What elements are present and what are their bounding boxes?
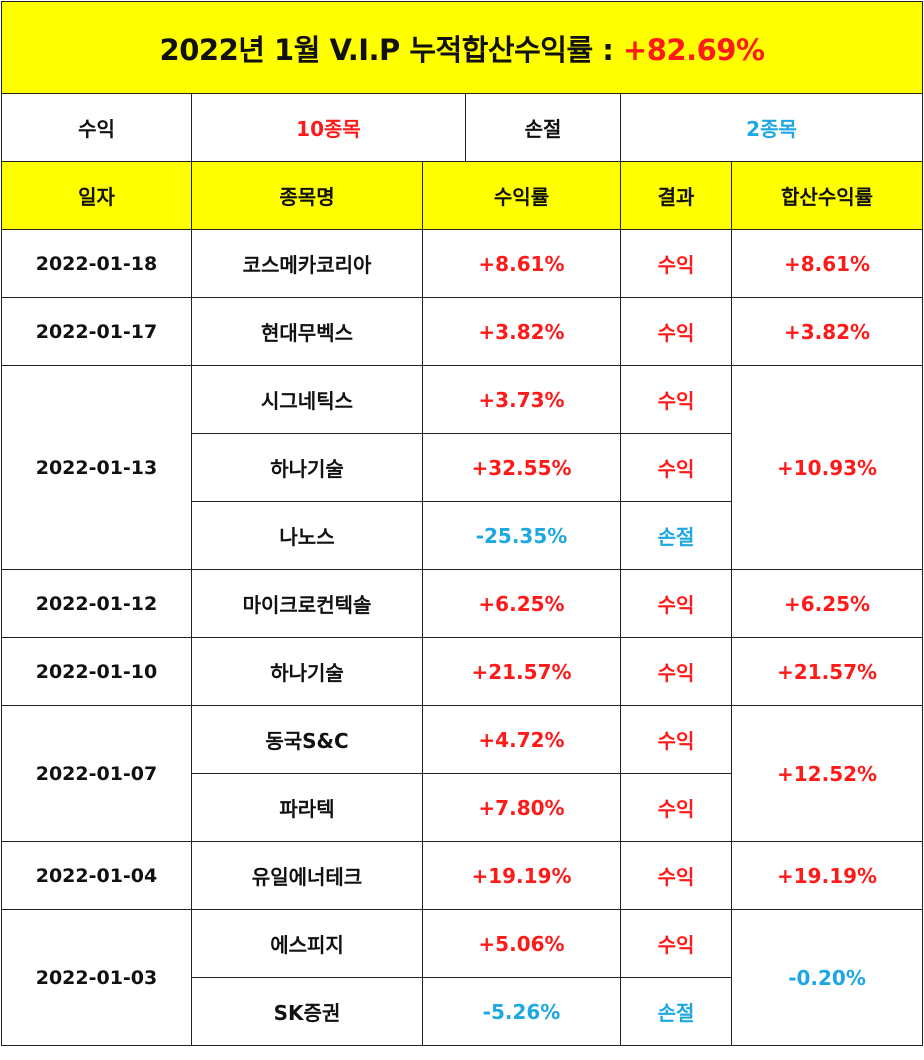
row-date: 2022-01-07 (1, 705, 192, 842)
row-result: 수익 (620, 569, 732, 638)
title-total-return: +82.69% (622, 32, 765, 67)
row-return-rate: +5.06% (422, 909, 621, 978)
row-result: 수익 (620, 705, 732, 774)
summary-loss-count: 2종목 (619, 93, 924, 162)
title-prefix: 2022년 1월 V.I.P 누적합산수익률 : (159, 32, 623, 67)
row-cumulative-return: +6.25% (730, 569, 924, 638)
row-return-rate: +8.61% (422, 229, 621, 298)
row-stock-name: 시그네틱스 (191, 365, 423, 434)
row-cumulative-return: +19.19% (730, 841, 924, 910)
row-date: 2022-01-04 (1, 841, 192, 910)
table-row: 2022-01-13 시그네틱스 +3.73% 수익 +10.93% (1, 365, 924, 570)
summary-loss-label: 손절 (465, 93, 621, 162)
row-stock-name: SK증권 (191, 977, 423, 1046)
row-return-rate: -5.26% (422, 977, 621, 1046)
row-stock-name: 파라텍 (191, 773, 423, 842)
row-return-rate: +32.55% (422, 433, 621, 502)
table-row: 2022-01-10 하나기술 +21.57% 수익 +21.57% (1, 637, 924, 706)
row-result: 수익 (620, 229, 732, 298)
row-date: 2022-01-18 (1, 229, 192, 298)
table-row: 하나기술 +32.55% 수익 (2, 433, 923, 502)
row-result: 수익 (620, 909, 732, 978)
summary-profit-count: 10종목 (191, 93, 466, 162)
row-stock-name: 하나기술 (191, 637, 423, 706)
row-stock-name: 나노스 (191, 501, 423, 570)
row-result: 손절 (620, 501, 732, 570)
row-date: 2022-01-13 (1, 365, 192, 570)
row-return-rate: +6.25% (422, 569, 621, 638)
row-cumulative-return: +3.82% (730, 297, 924, 366)
row-cumulative-return: +8.61% (730, 229, 924, 298)
row-return-rate: +4.72% (422, 705, 621, 774)
summary-profit-label: 수익 (1, 93, 192, 162)
row-cumulative-return: -0.20% (730, 909, 924, 1046)
table-row: 2022-01-04 유일에너테크 +19.19% 수익 +19.19% (1, 841, 924, 910)
row-stock-name: 마이크로컨텍솔 (191, 569, 423, 638)
row-return-rate: +7.80% (422, 773, 621, 842)
header-stock-name: 종목명 (191, 161, 423, 230)
row-stock-name: 현대무벡스 (191, 297, 423, 366)
row-return-rate: +3.82% (422, 297, 621, 366)
row-stock-name: 유일에너테크 (191, 841, 423, 910)
row-result: 수익 (620, 365, 732, 434)
table-row: 2022-01-03 에스피지 +5.06% 수익 -0.20% (1, 909, 924, 1046)
row-result: 수익 (620, 637, 732, 706)
row-return-rate: -25.35% (422, 501, 621, 570)
row-result: 수익 (620, 773, 732, 842)
header-result: 결과 (620, 161, 732, 230)
row-result: 수익 (620, 841, 732, 910)
table-row: 2022-01-18 코스메카코리아 +8.61% 수익 +8.61% (1, 229, 924, 298)
header-date: 일자 (1, 161, 192, 230)
row-cumulative-return: +10.93% (730, 365, 924, 570)
table-row: 2022-01-12 마이크로컨텍솔 +6.25% 수익 +6.25% (1, 569, 924, 638)
header-return-rate: 수익률 (422, 161, 621, 230)
row-date: 2022-01-10 (1, 637, 192, 706)
row-result: 수익 (620, 433, 732, 502)
row-cumulative-return: +12.52% (730, 705, 924, 842)
row-date: 2022-01-17 (1, 297, 192, 366)
row-stock-name: 코스메카코리아 (191, 229, 423, 298)
row-date: 2022-01-03 (1, 909, 192, 1046)
page-title: 2022년 1월 V.I.P 누적합산수익률 : +82.69% (0, 1, 924, 94)
row-cumulative-return: +21.57% (730, 637, 924, 706)
row-return-rate: +3.73% (422, 365, 621, 434)
table-row: SK증권 -5.26% 손절 (2, 977, 923, 1046)
row-result: 수익 (620, 297, 732, 366)
table-row: 2022-01-17 현대무벡스 +3.82% 수익 +3.82% (1, 297, 924, 366)
row-result: 손절 (620, 977, 732, 1046)
row-stock-name: 에스피지 (191, 909, 423, 978)
row-return-rate: +21.57% (422, 637, 621, 706)
header-cumulative-return: 합산수익률 (730, 161, 924, 230)
row-stock-name: 하나기술 (191, 433, 423, 502)
table-row: 2022-01-07 동국S&C +4.72% 수익 +12.52% (1, 705, 924, 842)
row-return-rate: +19.19% (422, 841, 621, 910)
row-date: 2022-01-12 (1, 569, 192, 638)
row-stock-name: 동국S&C (191, 705, 423, 774)
